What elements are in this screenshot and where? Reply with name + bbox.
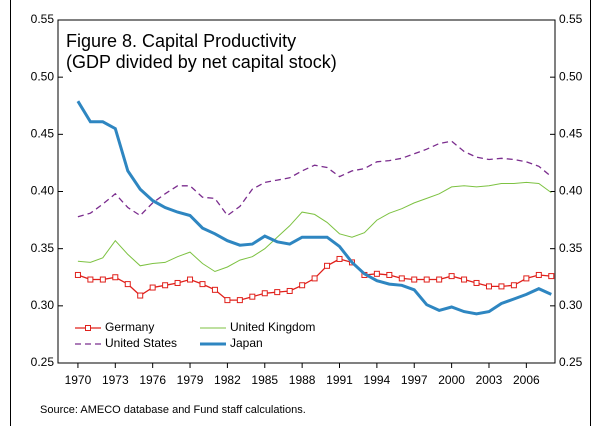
legend-label: United Kingdom: [230, 320, 315, 334]
y-tick-label: 0.30: [31, 298, 55, 312]
series-marker: [249, 293, 256, 300]
series-marker: [436, 276, 443, 283]
series-marker: [498, 283, 505, 290]
series-marker: [224, 297, 231, 304]
series-marker: [187, 276, 194, 283]
series-marker: [211, 286, 218, 293]
series-line: [77, 181, 552, 273]
series-marker: [236, 297, 243, 304]
series-marker: [324, 262, 331, 269]
series-marker: [74, 271, 81, 278]
series-marker: [299, 282, 306, 289]
legend-label: Japan: [230, 336, 263, 350]
legend-label: Germany: [105, 320, 154, 334]
y2-tick-label: 0.55: [559, 12, 583, 26]
x-tick-label: 1988: [289, 373, 316, 387]
series-marker: [274, 289, 281, 296]
series-marker: [398, 275, 405, 282]
y2-tick-label: 0.45: [559, 127, 583, 141]
y2-tick-label: 0.50: [559, 69, 583, 83]
series-marker: [112, 274, 119, 281]
series-marker: [174, 279, 181, 286]
series-marker: [485, 283, 492, 290]
series-line: [77, 140, 552, 218]
y-tick-label: 0.55: [31, 12, 55, 26]
x-tick-label: 1994: [364, 373, 391, 387]
series-marker: [461, 276, 468, 283]
series-marker: [373, 270, 380, 277]
series-marker: [473, 279, 480, 286]
series-marker: [548, 273, 555, 280]
series-marker: [261, 290, 268, 297]
x-tick-label: 1985: [251, 373, 278, 387]
series-marker: [99, 276, 106, 283]
y-tick-label: 0.25: [31, 355, 55, 369]
series-marker: [423, 276, 430, 283]
legend-label: United States: [105, 336, 177, 350]
x-tick-label: 1982: [214, 373, 241, 387]
series-marker: [124, 281, 131, 288]
series-marker: [510, 282, 517, 289]
y2-tick-label: 0.35: [559, 241, 583, 255]
x-tick-label: 2000: [438, 373, 465, 387]
chart-subtitle: (GDP divided by net capital stock): [66, 52, 337, 72]
series-marker: [411, 276, 418, 283]
x-tick-label: 1979: [177, 373, 204, 387]
series-marker: [311, 275, 318, 282]
series-marker: [535, 271, 542, 278]
source-note: Source: AMECO database and Fund staff ca…: [40, 404, 306, 416]
series-marker: [199, 281, 206, 288]
series-marker: [386, 271, 393, 278]
x-tick-label: 1976: [139, 373, 166, 387]
legend-marker: [85, 325, 91, 331]
y-tick-label: 0.50: [31, 69, 55, 83]
y-tick-label: 0.35: [31, 241, 55, 255]
series-line: [76, 100, 552, 316]
x-tick-label: 1997: [401, 373, 428, 387]
series-marker: [448, 273, 455, 280]
series-marker: [523, 275, 530, 282]
series-marker: [336, 255, 343, 262]
x-tick-label: 2003: [476, 373, 503, 387]
x-tick-label: 1970: [65, 373, 92, 387]
y-tick-label: 0.40: [31, 184, 55, 198]
x-tick-label: 2006: [513, 373, 540, 387]
chart-title: Figure 8. Capital Productivity: [66, 31, 296, 51]
series-marker: [87, 276, 94, 283]
y2-tick-label: 0.40: [559, 184, 583, 198]
series-marker: [286, 287, 293, 294]
series-marker: [149, 284, 156, 291]
x-tick-label: 1991: [326, 373, 353, 387]
series-marker: [162, 282, 169, 289]
y2-tick-label: 0.30: [559, 298, 583, 312]
y-tick-label: 0.45: [31, 127, 55, 141]
x-tick-label: 1973: [102, 373, 129, 387]
y2-tick-label: 0.25: [559, 355, 583, 369]
series-marker: [137, 292, 144, 299]
